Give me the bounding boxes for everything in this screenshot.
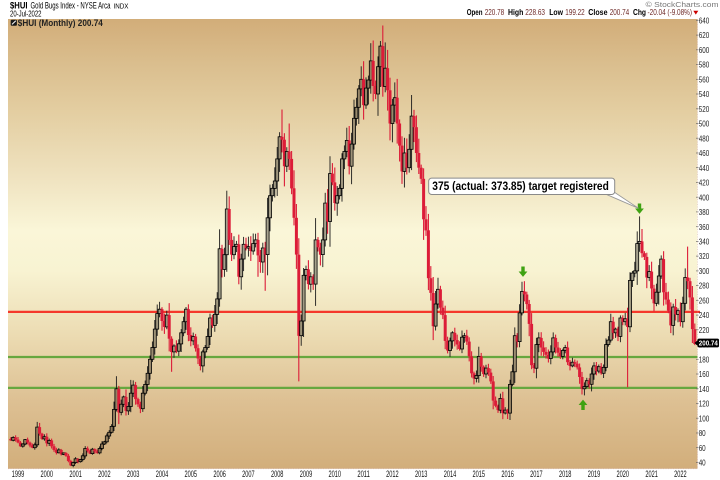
svg-text:240: 240: [699, 310, 710, 320]
svg-text:2000: 2000: [41, 469, 54, 479]
svg-text:Open: Open: [467, 7, 483, 17]
svg-text:120: 120: [699, 399, 710, 409]
svg-text:340: 340: [699, 237, 710, 247]
svg-text:Chg: Chg: [633, 7, 646, 17]
svg-text:400: 400: [699, 192, 710, 202]
svg-text:460: 460: [699, 148, 710, 158]
svg-text:560: 560: [699, 74, 710, 84]
svg-text:500: 500: [699, 119, 710, 129]
svg-text:60: 60: [699, 443, 706, 453]
svg-text:2020: 2020: [617, 469, 630, 479]
svg-text:2015: 2015: [473, 469, 486, 479]
svg-text:2005: 2005: [185, 469, 198, 479]
svg-text:440: 440: [699, 163, 710, 173]
svg-text:320: 320: [699, 251, 710, 261]
svg-text:40: 40: [699, 458, 706, 468]
svg-text:2016: 2016: [501, 469, 514, 479]
svg-text:620: 620: [699, 30, 710, 40]
svg-text:2004: 2004: [156, 469, 169, 479]
svg-text:INDX: INDX: [114, 3, 129, 10]
svg-text:2017: 2017: [530, 469, 543, 479]
svg-text:2021: 2021: [645, 469, 658, 479]
svg-text:20-Jul-2022: 20-Jul-2022: [10, 10, 42, 19]
svg-text:2006: 2006: [213, 469, 226, 479]
svg-text:2022: 2022: [674, 469, 687, 479]
svg-text:1999: 1999: [12, 469, 25, 479]
svg-text:2010: 2010: [329, 469, 342, 479]
svg-text:180: 180: [699, 354, 710, 364]
svg-text:228.63: 228.63: [525, 8, 545, 17]
svg-text:300: 300: [699, 266, 710, 276]
svg-text:260: 260: [699, 295, 710, 305]
svg-text:2013: 2013: [415, 469, 428, 479]
svg-text:2018: 2018: [559, 469, 572, 479]
svg-text:220.78: 220.78: [485, 8, 505, 17]
svg-text:80: 80: [699, 428, 706, 438]
svg-text:2009: 2009: [300, 469, 313, 479]
svg-text:2002: 2002: [98, 469, 111, 479]
svg-text:600: 600: [699, 45, 710, 55]
svg-text:140: 140: [699, 384, 710, 394]
svg-text:2019: 2019: [588, 469, 601, 479]
svg-text:$HUI (Monthly) 200.74: $HUI (Monthly) 200.74: [18, 18, 103, 28]
svg-text:375 (actual: 373.85) target re: 375 (actual: 373.85) target registered: [432, 179, 609, 193]
svg-text:360: 360: [699, 222, 710, 232]
svg-text:480: 480: [699, 133, 710, 143]
svg-text:640: 640: [699, 15, 710, 25]
svg-text:540: 540: [699, 89, 710, 99]
svg-text:2003: 2003: [127, 469, 140, 479]
svg-text:-20.04 (-9.08%): -20.04 (-9.08%): [648, 8, 693, 17]
svg-text:220: 220: [699, 325, 710, 335]
svg-text:580: 580: [699, 60, 710, 70]
svg-text:200.74: 200.74: [610, 8, 630, 17]
svg-text:Gold Bugs Index - NYSE Arca: Gold Bugs Index - NYSE Arca: [31, 0, 111, 10]
svg-text:199.22: 199.22: [565, 8, 585, 17]
svg-text:520: 520: [699, 104, 710, 114]
svg-text:High: High: [508, 7, 523, 17]
svg-text:Close: Close: [588, 7, 607, 17]
svg-text:100: 100: [699, 413, 710, 423]
svg-text:380: 380: [699, 207, 710, 217]
svg-text:160: 160: [699, 369, 710, 379]
svg-text:420: 420: [699, 178, 710, 188]
svg-text:2007: 2007: [242, 469, 255, 479]
svg-text:Low: Low: [549, 7, 563, 17]
svg-text:2012: 2012: [386, 469, 399, 479]
svg-text:280: 280: [699, 281, 710, 291]
svg-text:2011: 2011: [357, 469, 370, 479]
svg-text:2001: 2001: [69, 469, 82, 479]
svg-text:200.74: 200.74: [699, 338, 719, 347]
svg-text:2014: 2014: [444, 469, 457, 479]
svg-text:2008: 2008: [271, 469, 284, 479]
svg-text:$HUI: $HUI: [10, 0, 28, 10]
svg-text:© StockCharts.com: © StockCharts.com: [646, 1, 719, 9]
